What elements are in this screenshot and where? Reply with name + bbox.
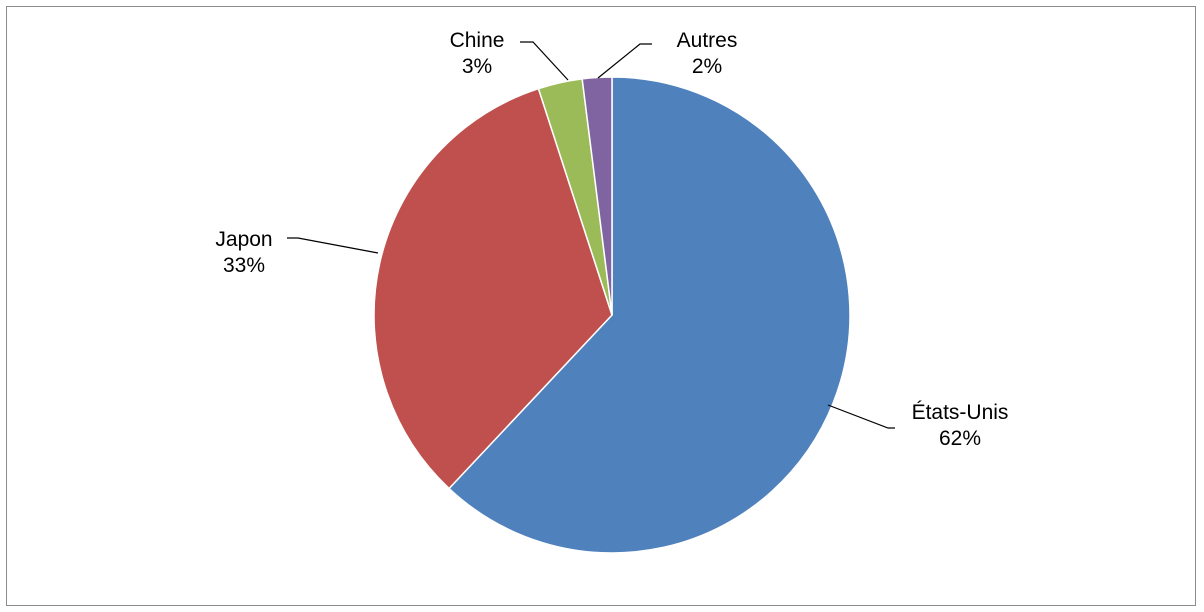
pie-slice-autres	[581, 76, 613, 316]
leader-line-autres	[597, 43, 652, 79]
data-label-category-autres: Autres	[677, 29, 738, 52]
leader-line-chine	[520, 41, 569, 81]
pie-slices	[373, 76, 851, 554]
pie-slice-japon	[373, 87, 613, 490]
leader-lines	[287, 41, 895, 429]
pie-slice-etats-unis	[448, 76, 851, 554]
data-label-value-japon: 33%	[223, 254, 265, 277]
leader-line-japon	[287, 237, 379, 254]
leader-line-etats-unis	[827, 404, 895, 429]
data-labels: États-Unis 62% Japon 33% Chine 3% Autres 2%	[215, 29, 1008, 450]
data-label-value-etats-unis: 62%	[939, 427, 981, 450]
data-label-category-etats-unis: États-Unis	[912, 401, 1009, 424]
data-label-value-chine: 3%	[462, 55, 492, 78]
data-label-category-chine: Chine	[450, 29, 505, 52]
data-label-value-autres: 2%	[692, 55, 722, 78]
data-label-category-japon: Japon	[215, 228, 272, 251]
